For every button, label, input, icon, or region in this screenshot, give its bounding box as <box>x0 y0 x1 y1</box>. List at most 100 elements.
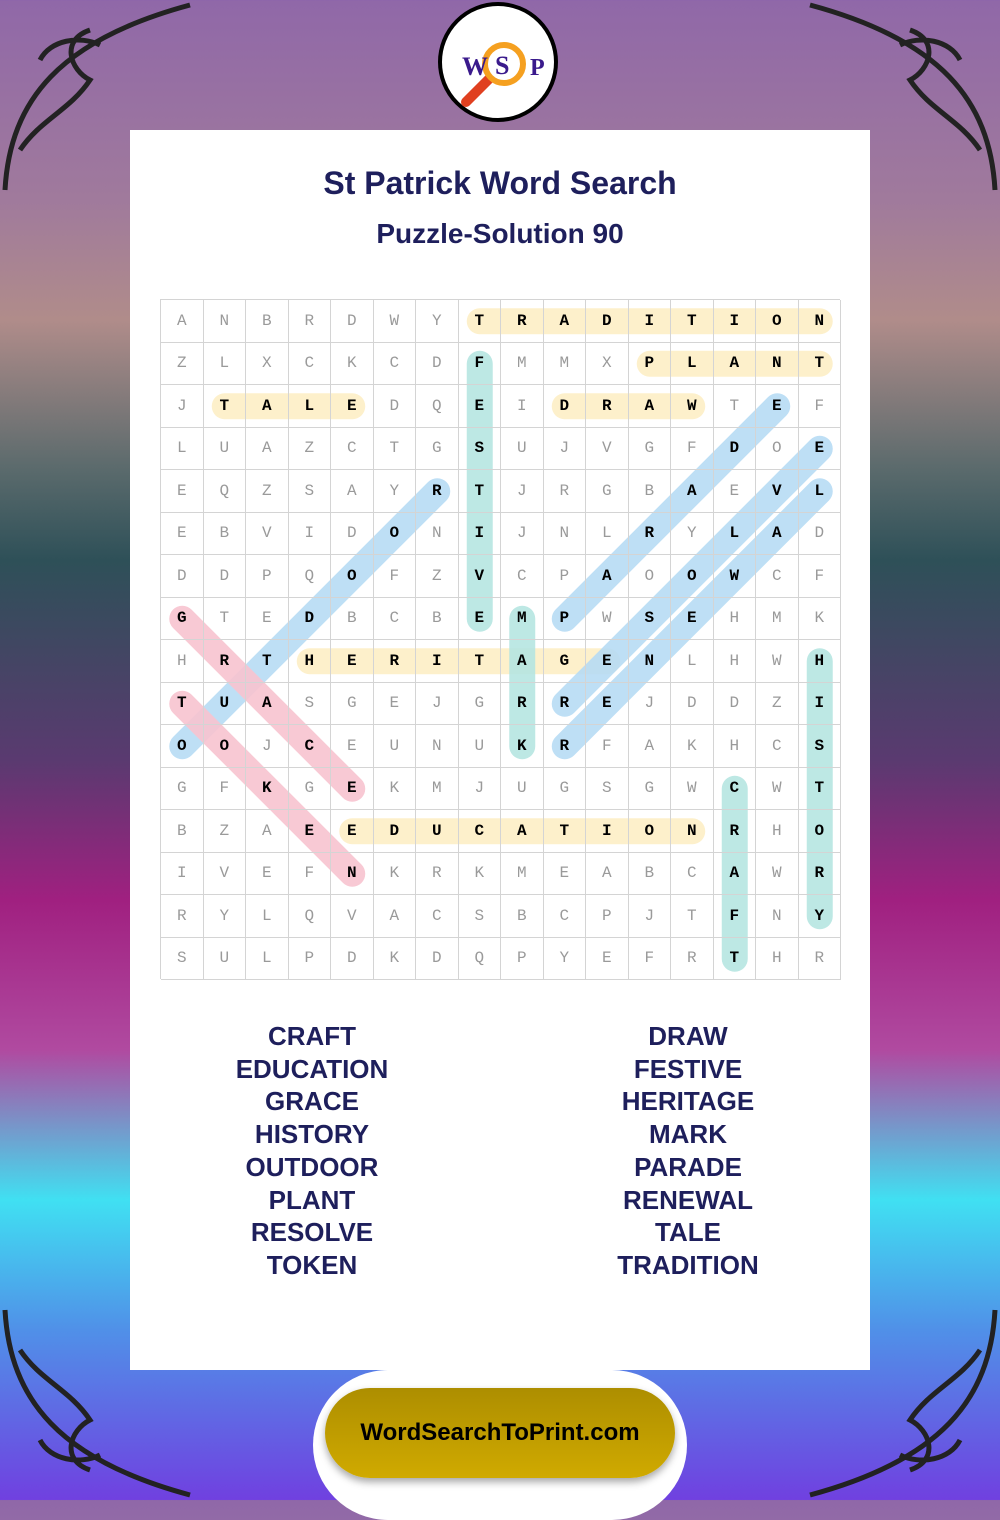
grid-cell[interactable]: N <box>756 342 799 385</box>
grid-cell[interactable]: N <box>416 725 459 768</box>
grid-cell[interactable]: D <box>373 385 416 428</box>
grid-cell[interactable]: E <box>161 512 204 555</box>
grid-cell[interactable]: W <box>373 300 416 343</box>
grid-cell[interactable]: D <box>671 682 714 725</box>
grid-cell[interactable]: U <box>203 427 246 470</box>
grid-cell[interactable]: R <box>628 512 671 555</box>
grid-cell[interactable]: Z <box>246 470 289 513</box>
grid-cell[interactable]: P <box>543 597 586 640</box>
grid-cell[interactable]: W <box>756 852 799 895</box>
grid-cell[interactable]: O <box>203 725 246 768</box>
grid-cell[interactable]: U <box>501 427 544 470</box>
grid-cell[interactable]: G <box>586 470 629 513</box>
grid-cell[interactable]: A <box>628 385 671 428</box>
grid-cell[interactable]: T <box>798 342 841 385</box>
grid-cell[interactable]: O <box>756 300 799 343</box>
grid-cell[interactable]: Y <box>203 895 246 938</box>
grid-cell[interactable]: J <box>501 512 544 555</box>
grid-cell[interactable]: C <box>331 427 374 470</box>
grid-cell[interactable]: B <box>203 512 246 555</box>
grid-cell[interactable]: L <box>671 342 714 385</box>
grid-cell[interactable]: T <box>203 597 246 640</box>
grid-cell[interactable]: E <box>713 470 756 513</box>
grid-cell[interactable]: O <box>756 427 799 470</box>
grid-cell[interactable]: A <box>586 852 629 895</box>
grid-cell[interactable]: X <box>586 342 629 385</box>
grid-cell[interactable]: V <box>586 427 629 470</box>
grid-cell[interactable]: U <box>416 810 459 853</box>
grid-cell[interactable]: K <box>246 767 289 810</box>
grid-cell[interactable]: A <box>543 300 586 343</box>
grid-cell[interactable]: V <box>756 470 799 513</box>
grid-cell[interactable]: K <box>798 597 841 640</box>
grid-cell[interactable]: G <box>628 427 671 470</box>
grid-cell[interactable]: W <box>756 640 799 683</box>
grid-cell[interactable]: L <box>713 512 756 555</box>
grid-cell[interactable]: B <box>246 300 289 343</box>
grid-cell[interactable]: L <box>246 937 289 980</box>
grid-cell[interactable]: G <box>416 427 459 470</box>
site-link-button[interactable]: WordSearchToPrint.com <box>325 1388 675 1478</box>
grid-cell[interactable]: Y <box>543 937 586 980</box>
grid-cell[interactable]: E <box>458 597 501 640</box>
grid-cell[interactable]: O <box>161 725 204 768</box>
grid-cell[interactable]: D <box>203 555 246 598</box>
grid-cell[interactable]: E <box>756 385 799 428</box>
grid-cell[interactable]: T <box>713 937 756 980</box>
grid-cell[interactable]: A <box>756 512 799 555</box>
grid-cell[interactable]: M <box>501 597 544 640</box>
grid-cell[interactable]: G <box>161 597 204 640</box>
grid-cell[interactable]: P <box>543 555 586 598</box>
grid-cell[interactable]: F <box>203 767 246 810</box>
grid-cell[interactable]: U <box>203 937 246 980</box>
grid-cell[interactable]: T <box>713 385 756 428</box>
grid-cell[interactable]: A <box>246 385 289 428</box>
grid-cell[interactable]: B <box>331 597 374 640</box>
grid-cell[interactable]: L <box>246 895 289 938</box>
grid-cell[interactable]: L <box>161 427 204 470</box>
grid-cell[interactable]: A <box>501 640 544 683</box>
grid-cell[interactable]: N <box>756 895 799 938</box>
grid-cell[interactable]: N <box>628 640 671 683</box>
grid-cell[interactable]: T <box>458 640 501 683</box>
grid-cell[interactable]: J <box>628 895 671 938</box>
grid-cell[interactable]: E <box>331 767 374 810</box>
grid-cell[interactable]: D <box>288 597 331 640</box>
grid-cell[interactable]: G <box>331 682 374 725</box>
grid-cell[interactable]: T <box>671 895 714 938</box>
grid-cell[interactable]: E <box>586 682 629 725</box>
grid-cell[interactable]: E <box>331 810 374 853</box>
grid-cell[interactable]: U <box>373 725 416 768</box>
grid-cell[interactable]: A <box>246 682 289 725</box>
grid-cell[interactable]: K <box>331 342 374 385</box>
grid-cell[interactable]: K <box>373 767 416 810</box>
grid-cell[interactable]: I <box>161 852 204 895</box>
grid-cell[interactable]: W <box>586 597 629 640</box>
grid-cell[interactable]: A <box>246 810 289 853</box>
grid-cell[interactable]: C <box>373 342 416 385</box>
grid-cell[interactable]: E <box>331 385 374 428</box>
grid-cell[interactable]: E <box>288 810 331 853</box>
grid-cell[interactable]: E <box>586 937 629 980</box>
grid-cell[interactable]: R <box>373 640 416 683</box>
grid-cell[interactable]: C <box>543 895 586 938</box>
grid-cell[interactable]: S <box>586 767 629 810</box>
grid-cell[interactable]: G <box>458 682 501 725</box>
grid-cell[interactable]: L <box>203 342 246 385</box>
grid-cell[interactable]: I <box>798 682 841 725</box>
grid-cell[interactable]: W <box>713 555 756 598</box>
grid-cell[interactable]: C <box>671 852 714 895</box>
grid-cell[interactable]: C <box>373 597 416 640</box>
grid-cell[interactable]: O <box>798 810 841 853</box>
grid-cell[interactable]: H <box>756 937 799 980</box>
grid-cell[interactable]: T <box>161 682 204 725</box>
grid-cell[interactable]: R <box>416 852 459 895</box>
grid-cell[interactable]: F <box>713 895 756 938</box>
grid-cell[interactable]: P <box>586 895 629 938</box>
grid-cell[interactable]: H <box>713 725 756 768</box>
grid-cell[interactable]: U <box>203 682 246 725</box>
grid-cell[interactable]: C <box>756 725 799 768</box>
grid-cell[interactable]: F <box>586 725 629 768</box>
grid-cell[interactable]: R <box>416 470 459 513</box>
grid-cell[interactable]: S <box>628 597 671 640</box>
